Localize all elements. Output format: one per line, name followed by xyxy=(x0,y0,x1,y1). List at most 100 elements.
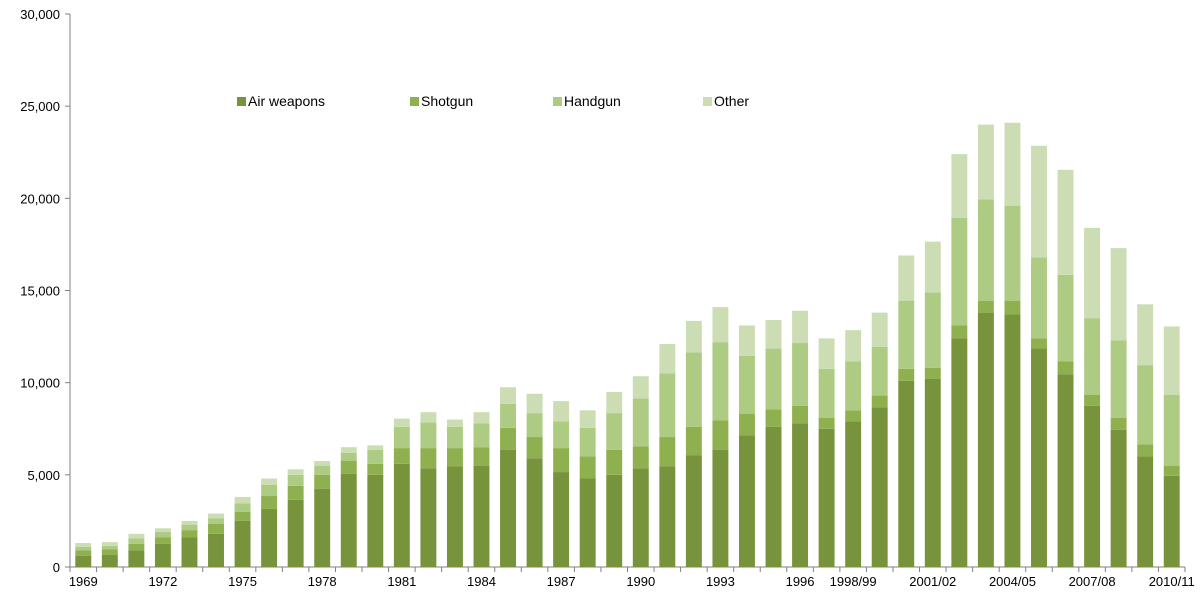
bar-segment-shotgun xyxy=(977,300,994,313)
bar-segment-air-weapons xyxy=(1110,429,1127,567)
bar-segment-other xyxy=(579,410,596,428)
bar-segment-shotgun xyxy=(234,511,251,521)
bar-segment-other xyxy=(1031,145,1047,258)
bar-segment-air-weapons xyxy=(314,488,331,567)
bar-segment-other xyxy=(314,461,331,466)
bar-segment-handgun xyxy=(1057,274,1074,362)
bar-segment-other xyxy=(553,401,570,422)
bar-segment-air-weapons xyxy=(606,474,623,567)
x-tick-label: 1990 xyxy=(626,574,655,589)
bar-segment-air-weapons xyxy=(393,463,410,567)
bar-segment-other xyxy=(393,418,410,427)
bar-segment-shotgun xyxy=(739,414,755,436)
bar-segment-other xyxy=(1163,326,1180,395)
x-tick-label: 1978 xyxy=(308,574,337,589)
bar-segment-air-weapons xyxy=(367,474,384,567)
bar-segment-handgun xyxy=(632,398,649,447)
bar-segment-handgun xyxy=(446,426,463,449)
bar-segment-air-weapons xyxy=(1057,374,1074,567)
bar-segment-other xyxy=(128,533,145,539)
bar-segment-shotgun xyxy=(1137,444,1154,457)
bar-segment-shotgun xyxy=(818,417,835,429)
bar-segment-shotgun xyxy=(924,367,941,379)
x-tick-label: 2001/02 xyxy=(909,574,956,589)
y-tick-label: 0 xyxy=(53,560,60,575)
y-tick-label: 15,000 xyxy=(20,284,60,299)
bar-segment-shotgun xyxy=(500,427,516,450)
bar-segment-shotgun xyxy=(632,446,649,469)
y-tick-label: 5,000 xyxy=(27,468,60,483)
bar-segment-air-weapons xyxy=(579,478,596,567)
bar-segment-air-weapons xyxy=(712,449,729,567)
bar-segment-shotgun xyxy=(1110,417,1127,430)
bar-segment-handgun xyxy=(75,546,92,551)
bar-segment-handgun xyxy=(951,217,968,326)
bar-segment-other xyxy=(181,520,198,525)
bar-segment-shotgun xyxy=(181,530,198,538)
bar-segment-air-weapons xyxy=(977,312,994,567)
bar-segment-air-weapons xyxy=(446,466,463,567)
bar-segment-handgun xyxy=(977,199,994,301)
bar-segment-other xyxy=(1084,227,1101,319)
bar-segment-handgun xyxy=(473,423,490,448)
bar-segment-handgun xyxy=(393,426,410,449)
bar-segment-other xyxy=(420,412,437,423)
bar-segment-air-weapons xyxy=(765,426,782,567)
bar-segment-handgun xyxy=(1031,257,1047,339)
legend-label: Other xyxy=(714,93,749,109)
x-tick-label: 1969 xyxy=(69,574,98,589)
bar-segment-handgun xyxy=(659,373,676,438)
bar-segment-shotgun xyxy=(845,410,862,422)
bar-segment-shotgun xyxy=(75,550,92,556)
bar-segment-air-weapons xyxy=(632,468,649,567)
bar-segment-shotgun xyxy=(1084,394,1101,406)
bar-segment-handgun xyxy=(340,452,357,462)
bar-segment-other xyxy=(500,387,516,404)
bar-segment-other xyxy=(340,447,357,453)
bar-segment-shotgun xyxy=(420,448,437,469)
bar-segment-handgun xyxy=(367,449,384,464)
bar-segment-air-weapons xyxy=(340,473,357,567)
bar-segment-air-weapons xyxy=(792,423,809,567)
bar-segment-handgun xyxy=(287,474,304,486)
bar-segment-handgun xyxy=(181,524,198,531)
bar-segment-air-weapons xyxy=(128,550,145,567)
bar-segment-shotgun xyxy=(685,426,702,456)
bar-segment-other xyxy=(1057,169,1074,275)
bar-segment-shotgun xyxy=(553,448,570,473)
bar-segment-handgun xyxy=(128,538,145,544)
bar-segment-air-weapons xyxy=(287,499,304,567)
bar-segment-other xyxy=(75,543,92,547)
x-tick-label: 1987 xyxy=(547,574,576,589)
bar-segment-other xyxy=(845,330,862,362)
bar-segment-air-weapons xyxy=(845,421,862,567)
bar-segment-other xyxy=(659,343,676,374)
bar-segment-handgun xyxy=(234,503,251,512)
bar-segment-other xyxy=(818,338,835,369)
bar-segment-air-weapons xyxy=(739,435,755,567)
bars xyxy=(75,122,1180,567)
x-tick-label: 1996 xyxy=(786,574,815,589)
bar-segment-handgun xyxy=(1163,394,1180,466)
bar-segment-shotgun xyxy=(314,474,331,489)
legend: Air weapons Shotgun Handgun Other xyxy=(237,93,749,109)
bar-segment-other xyxy=(367,445,384,450)
bar-segment-shotgun xyxy=(261,496,278,509)
bar-segment-shotgun xyxy=(606,449,623,475)
bar-segment-shotgun xyxy=(579,456,596,479)
bar-segment-handgun xyxy=(101,545,118,550)
bar-segment-air-weapons xyxy=(208,533,224,567)
bar-segment-other xyxy=(712,307,729,343)
legend-swatch xyxy=(237,97,246,106)
bar-segment-handgun xyxy=(500,403,516,428)
bar-segment-shotgun xyxy=(446,448,463,467)
bar-segment-other xyxy=(871,312,888,347)
bar-segment-other xyxy=(526,393,543,414)
x-tick-label: 1975 xyxy=(228,574,257,589)
bar-segment-shotgun xyxy=(526,437,543,459)
bar-segment-other xyxy=(261,478,278,485)
y-tick-label: 20,000 xyxy=(20,191,60,206)
x-tick-label: 1993 xyxy=(706,574,735,589)
bar-segment-handgun xyxy=(739,355,755,415)
